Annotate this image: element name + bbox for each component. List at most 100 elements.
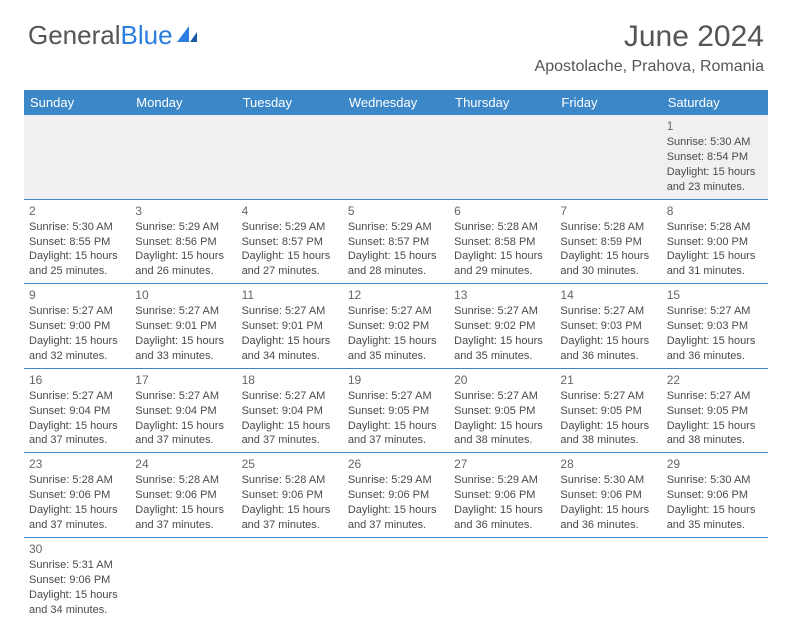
dl1-text: Daylight: 15 hours — [560, 419, 656, 434]
sunset-text: Sunset: 8:57 PM — [348, 235, 444, 250]
day-cell: 22Sunrise: 5:27 AMSunset: 9:05 PMDayligh… — [662, 368, 768, 453]
sunset-text: Sunset: 8:55 PM — [29, 235, 125, 250]
calendar-row: 30Sunrise: 5:31 AMSunset: 9:06 PMDayligh… — [24, 537, 768, 621]
sunset-text: Sunset: 9:05 PM — [348, 404, 444, 419]
empty-cell — [130, 115, 236, 199]
sunrise-text: Sunrise: 5:27 AM — [667, 389, 763, 404]
sunrise-text: Sunrise: 5:30 AM — [667, 135, 763, 150]
day-number: 13 — [454, 287, 550, 303]
empty-cell — [449, 537, 555, 621]
dl2-text: and 35 minutes. — [667, 518, 763, 533]
dl1-text: Daylight: 15 hours — [348, 503, 444, 518]
dl1-text: Daylight: 15 hours — [667, 165, 763, 180]
sunrise-text: Sunrise: 5:29 AM — [135, 220, 231, 235]
day-header: Friday — [555, 90, 661, 115]
dl1-text: Daylight: 15 hours — [667, 334, 763, 349]
sunset-text: Sunset: 8:57 PM — [242, 235, 338, 250]
dl1-text: Daylight: 15 hours — [454, 503, 550, 518]
title-block: June 2024 Apostolache, Prahova, Romania — [535, 20, 764, 76]
day-number: 24 — [135, 456, 231, 472]
dl2-text: and 31 minutes. — [667, 264, 763, 279]
day-header: Monday — [130, 90, 236, 115]
calendar-row: 23Sunrise: 5:28 AMSunset: 9:06 PMDayligh… — [24, 453, 768, 538]
day-number: 14 — [560, 287, 656, 303]
dl2-text: and 34 minutes. — [29, 603, 125, 618]
dl2-text: and 34 minutes. — [242, 349, 338, 364]
sunset-text: Sunset: 8:54 PM — [667, 150, 763, 165]
sunrise-text: Sunrise: 5:30 AM — [560, 473, 656, 488]
brand-part2: Blue — [121, 20, 173, 51]
sunset-text: Sunset: 9:03 PM — [560, 319, 656, 334]
sunrise-text: Sunrise: 5:29 AM — [454, 473, 550, 488]
dl2-text: and 38 minutes. — [667, 433, 763, 448]
sunset-text: Sunset: 9:06 PM — [242, 488, 338, 503]
day-cell: 29Sunrise: 5:30 AMSunset: 9:06 PMDayligh… — [662, 453, 768, 538]
day-cell: 24Sunrise: 5:28 AMSunset: 9:06 PMDayligh… — [130, 453, 236, 538]
day-header: Wednesday — [343, 90, 449, 115]
day-header: Thursday — [449, 90, 555, 115]
sunset-text: Sunset: 8:59 PM — [560, 235, 656, 250]
day-cell: 12Sunrise: 5:27 AMSunset: 9:02 PMDayligh… — [343, 284, 449, 369]
day-cell: 4Sunrise: 5:29 AMSunset: 8:57 PMDaylight… — [237, 199, 343, 284]
day-number: 29 — [667, 456, 763, 472]
sunset-text: Sunset: 9:02 PM — [348, 319, 444, 334]
day-cell: 8Sunrise: 5:28 AMSunset: 9:00 PMDaylight… — [662, 199, 768, 284]
sunset-text: Sunset: 9:03 PM — [667, 319, 763, 334]
dl1-text: Daylight: 15 hours — [29, 503, 125, 518]
sunset-text: Sunset: 9:02 PM — [454, 319, 550, 334]
day-cell: 25Sunrise: 5:28 AMSunset: 9:06 PMDayligh… — [237, 453, 343, 538]
empty-cell — [449, 115, 555, 199]
day-number: 5 — [348, 203, 444, 219]
dl1-text: Daylight: 15 hours — [135, 334, 231, 349]
dl2-text: and 36 minutes. — [560, 518, 656, 533]
day-cell: 23Sunrise: 5:28 AMSunset: 9:06 PMDayligh… — [24, 453, 130, 538]
dl2-text: and 27 minutes. — [242, 264, 338, 279]
day-number: 18 — [242, 372, 338, 388]
empty-cell — [237, 115, 343, 199]
dl1-text: Daylight: 15 hours — [454, 334, 550, 349]
sunset-text: Sunset: 9:05 PM — [560, 404, 656, 419]
sunset-text: Sunset: 9:06 PM — [348, 488, 444, 503]
day-cell: 26Sunrise: 5:29 AMSunset: 9:06 PMDayligh… — [343, 453, 449, 538]
day-cell: 9Sunrise: 5:27 AMSunset: 9:00 PMDaylight… — [24, 284, 130, 369]
brand-part1: General — [28, 20, 121, 51]
day-cell: 27Sunrise: 5:29 AMSunset: 9:06 PMDayligh… — [449, 453, 555, 538]
day-header: Sunday — [24, 90, 130, 115]
day-number: 1 — [667, 118, 763, 134]
day-number: 12 — [348, 287, 444, 303]
dl2-text: and 23 minutes. — [667, 180, 763, 195]
day-number: 28 — [560, 456, 656, 472]
dl1-text: Daylight: 15 hours — [29, 588, 125, 603]
day-number: 4 — [242, 203, 338, 219]
day-cell: 10Sunrise: 5:27 AMSunset: 9:01 PMDayligh… — [130, 284, 236, 369]
day-cell: 2Sunrise: 5:30 AMSunset: 8:55 PMDaylight… — [24, 199, 130, 284]
day-number: 25 — [242, 456, 338, 472]
dl2-text: and 30 minutes. — [560, 264, 656, 279]
dl1-text: Daylight: 15 hours — [454, 249, 550, 264]
sunrise-text: Sunrise: 5:28 AM — [667, 220, 763, 235]
sunrise-text: Sunrise: 5:27 AM — [135, 389, 231, 404]
sunrise-text: Sunrise: 5:27 AM — [29, 389, 125, 404]
dl1-text: Daylight: 15 hours — [29, 249, 125, 264]
dl2-text: and 37 minutes. — [242, 433, 338, 448]
dl2-text: and 35 minutes. — [454, 349, 550, 364]
dl1-text: Daylight: 15 hours — [348, 419, 444, 434]
day-cell: 18Sunrise: 5:27 AMSunset: 9:04 PMDayligh… — [237, 368, 343, 453]
location-label: Apostolache, Prahova, Romania — [535, 58, 764, 76]
dl2-text: and 37 minutes. — [135, 433, 231, 448]
day-cell: 1Sunrise: 5:30 AMSunset: 8:54 PMDaylight… — [662, 115, 768, 199]
day-cell: 5Sunrise: 5:29 AMSunset: 8:57 PMDaylight… — [343, 199, 449, 284]
sunrise-text: Sunrise: 5:30 AM — [29, 220, 125, 235]
day-cell: 30Sunrise: 5:31 AMSunset: 9:06 PMDayligh… — [24, 537, 130, 621]
sunrise-text: Sunrise: 5:27 AM — [135, 304, 231, 319]
dl1-text: Daylight: 15 hours — [135, 503, 231, 518]
day-cell: 13Sunrise: 5:27 AMSunset: 9:02 PMDayligh… — [449, 284, 555, 369]
day-cell: 28Sunrise: 5:30 AMSunset: 9:06 PMDayligh… — [555, 453, 661, 538]
day-header: Tuesday — [237, 90, 343, 115]
day-cell: 16Sunrise: 5:27 AMSunset: 9:04 PMDayligh… — [24, 368, 130, 453]
dl1-text: Daylight: 15 hours — [560, 503, 656, 518]
day-cell: 11Sunrise: 5:27 AMSunset: 9:01 PMDayligh… — [237, 284, 343, 369]
sunrise-text: Sunrise: 5:29 AM — [348, 473, 444, 488]
dl1-text: Daylight: 15 hours — [242, 419, 338, 434]
sunset-text: Sunset: 9:06 PM — [454, 488, 550, 503]
